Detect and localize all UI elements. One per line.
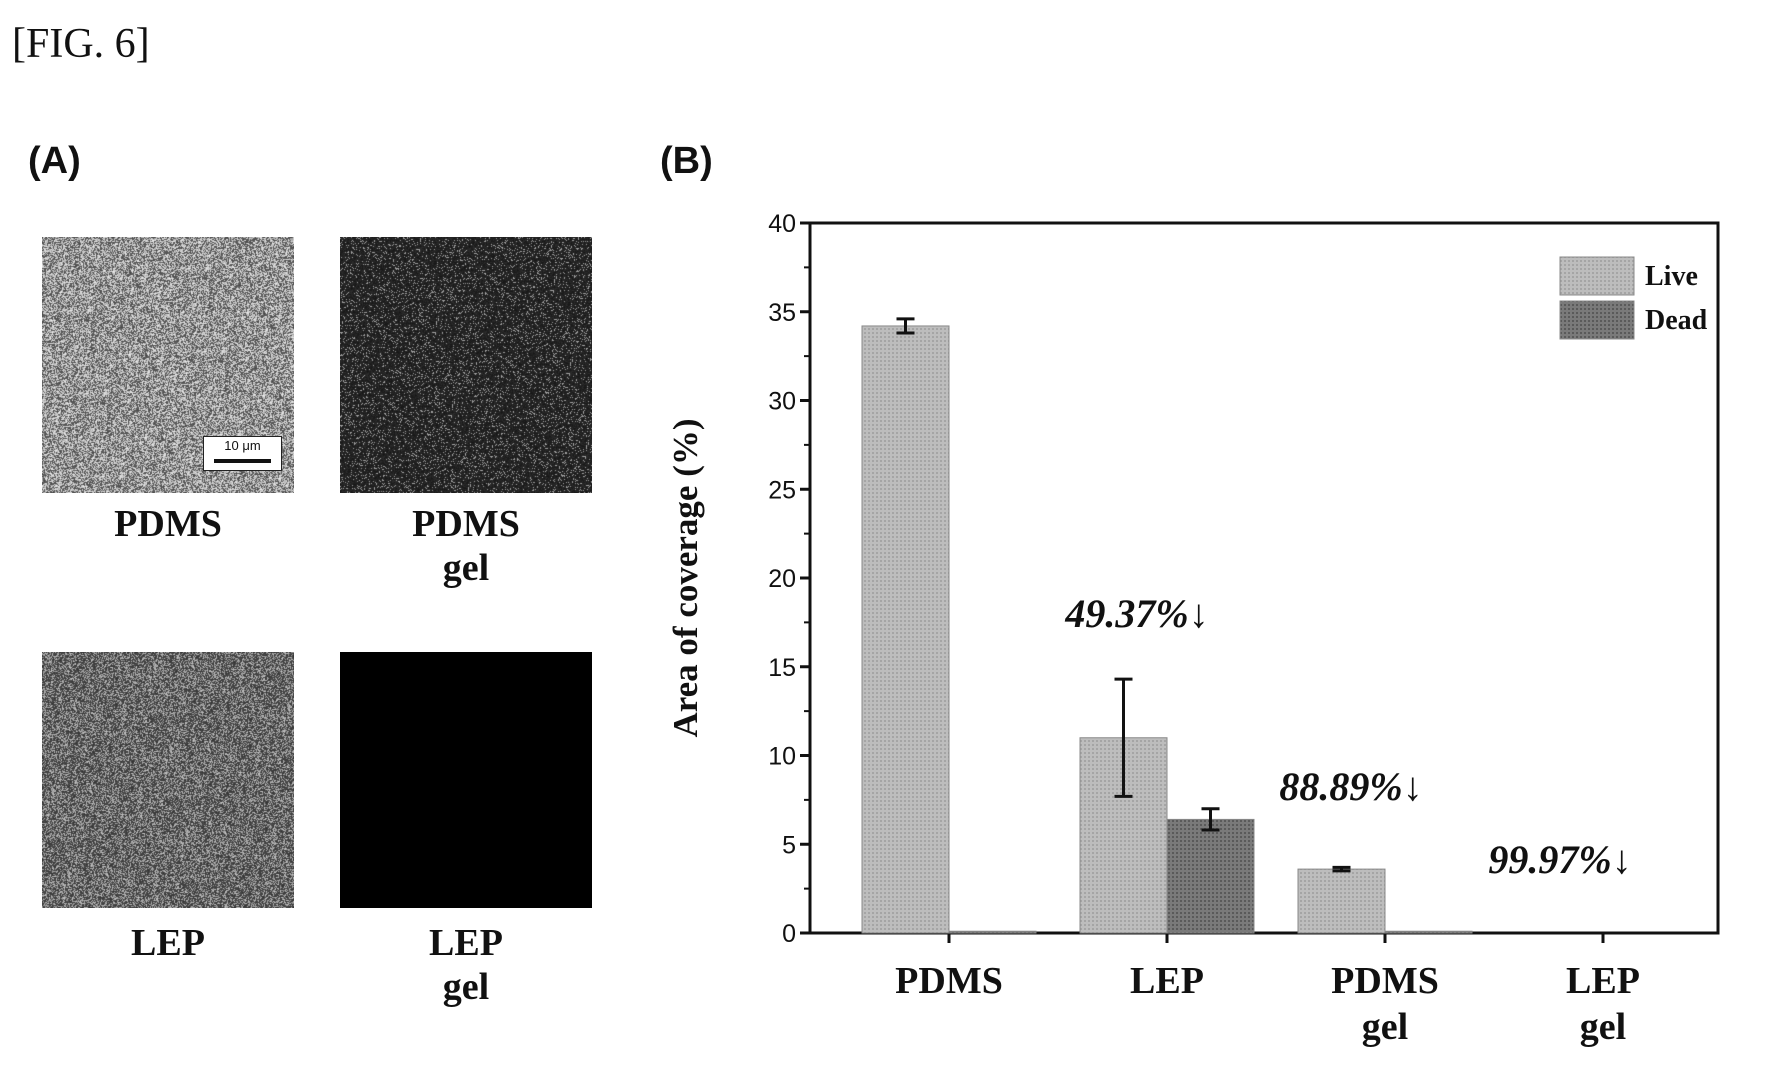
x-tick-label-line2: gel xyxy=(1580,1006,1626,1048)
caption-line-1: LEP xyxy=(131,922,205,964)
micrograph-pdms-gel xyxy=(340,237,592,493)
scale-bar-label: 10 μm xyxy=(224,438,261,453)
caption-line-1: PDMS xyxy=(114,503,222,545)
reduction-annotation: 99.97%↓ xyxy=(1488,837,1631,882)
caption-line-2: gel xyxy=(442,966,490,1008)
x-tick-label-line2: gel xyxy=(1362,1006,1408,1048)
y-tick-label: 5 xyxy=(782,831,796,859)
y-tick-label: 10 xyxy=(768,743,796,771)
x-tick-label: LEP xyxy=(1130,960,1204,1002)
panel-b-label: (B) xyxy=(660,140,713,182)
legend-swatch-live xyxy=(1559,256,1635,296)
scale-bar-line xyxy=(214,459,271,463)
bar-live xyxy=(1297,868,1386,934)
reduction-annotation: 88.89%↓ xyxy=(1279,764,1422,809)
panel-a-label: (A) xyxy=(28,140,81,182)
caption-line-2: gel xyxy=(442,547,490,589)
figure-label: [FIG. 6] xyxy=(12,21,150,67)
legend-label-live: Live xyxy=(1645,261,1698,292)
x-tick-label: LEP xyxy=(1566,960,1640,1002)
bar-dead xyxy=(948,930,1037,934)
micrograph-lep xyxy=(42,652,294,908)
caption-line-1: PDMS xyxy=(412,503,520,545)
caption-lep: LEP xyxy=(42,921,294,965)
y-tick-label: 40 xyxy=(768,210,796,238)
y-tick-label: 35 xyxy=(768,299,796,327)
x-tick-label: PDMS xyxy=(1331,960,1439,1002)
scale-bar: 10 μm xyxy=(203,436,282,471)
bar-live xyxy=(861,325,950,934)
y-tick-label: 30 xyxy=(768,388,796,416)
caption-lep-gel: LEP gel xyxy=(340,921,592,1009)
y-tick-label: 0 xyxy=(782,920,796,948)
y-tick-label: 25 xyxy=(768,476,796,504)
y-axis-label: Area of coverage (%) xyxy=(666,418,705,737)
reduction-annotation: 49.37%↓ xyxy=(1064,591,1208,636)
legend-swatch-dead xyxy=(1559,300,1635,340)
caption-pdms: PDMS xyxy=(42,502,294,546)
micrograph-lep-gel xyxy=(340,652,592,908)
y-tick-label: 15 xyxy=(768,654,796,682)
caption-line-1: LEP xyxy=(429,922,503,964)
bar-dead xyxy=(1166,818,1255,934)
legend-label-dead: Dead xyxy=(1645,305,1708,336)
bar-dead xyxy=(1384,930,1473,934)
y-tick-label: 20 xyxy=(768,565,796,593)
x-tick-label: PDMS xyxy=(895,960,1003,1002)
caption-pdms-gel: PDMS gel xyxy=(340,502,592,590)
